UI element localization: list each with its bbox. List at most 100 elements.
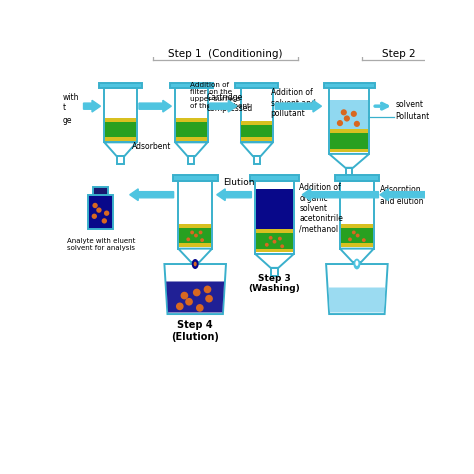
Bar (179, 243, 211, 247)
Bar (99, 83, 142, 89)
Polygon shape (178, 248, 212, 263)
Text: Cartridge
compressed: Cartridge compressed (207, 93, 253, 113)
Bar (341, 228, 373, 243)
Bar (335, 175, 379, 181)
Polygon shape (329, 154, 369, 168)
Circle shape (204, 285, 211, 293)
Text: Step 4
(Elution): Step 4 (Elution) (171, 320, 219, 342)
Bar (354, 263, 360, 270)
Text: Elution: Elution (223, 178, 255, 187)
Circle shape (273, 240, 276, 244)
Polygon shape (175, 142, 208, 156)
Circle shape (185, 298, 193, 306)
Ellipse shape (191, 259, 199, 269)
Bar (118, 156, 124, 164)
Bar (256, 248, 293, 253)
Bar (330, 129, 368, 133)
Bar (176, 121, 207, 137)
Bar (330, 148, 368, 152)
Circle shape (104, 210, 109, 216)
Circle shape (96, 208, 101, 213)
Text: Step 2: Step 2 (383, 49, 416, 59)
Text: Adsorption: Adsorption (380, 185, 421, 194)
FancyArrow shape (130, 189, 173, 201)
Bar (179, 224, 211, 228)
Bar (324, 83, 374, 89)
Text: Adsorbent: Adsorbent (132, 143, 172, 152)
Bar (329, 89, 369, 154)
FancyArrow shape (139, 100, 171, 112)
Circle shape (354, 121, 360, 127)
Circle shape (92, 203, 98, 208)
FancyArrow shape (275, 100, 321, 112)
Bar (241, 89, 273, 142)
Circle shape (269, 236, 273, 240)
Bar (173, 175, 218, 181)
Polygon shape (241, 142, 273, 156)
Circle shape (278, 237, 282, 240)
Circle shape (200, 238, 204, 242)
Bar (254, 156, 260, 164)
Bar (250, 175, 299, 181)
Ellipse shape (356, 261, 358, 266)
Circle shape (193, 289, 201, 296)
Polygon shape (328, 288, 385, 312)
Bar (188, 156, 194, 164)
FancyArrow shape (210, 100, 237, 112)
Ellipse shape (354, 259, 360, 269)
Text: Addition of
filter on the
upper surface
of the adsorbent: Addition of filter on the upper surface … (190, 82, 250, 109)
Bar (178, 181, 212, 248)
Polygon shape (104, 142, 137, 156)
Text: solvent: solvent (395, 100, 423, 109)
Polygon shape (164, 264, 226, 314)
Circle shape (186, 237, 190, 241)
Bar (255, 181, 294, 254)
Bar (330, 133, 368, 148)
Circle shape (265, 243, 269, 246)
Ellipse shape (194, 262, 197, 266)
Text: Step 3
(Washing): Step 3 (Washing) (249, 274, 301, 293)
Circle shape (344, 115, 350, 121)
Text: Addition of
organic
solvent
acetonitrile
/methanol: Addition of organic solvent acetonitrile… (299, 183, 343, 234)
Bar (256, 229, 293, 233)
Bar (88, 195, 113, 229)
Bar (235, 83, 278, 89)
Bar (256, 233, 293, 248)
FancyArrow shape (380, 189, 425, 201)
Polygon shape (255, 254, 294, 268)
Circle shape (337, 120, 343, 126)
Circle shape (176, 302, 183, 310)
Bar (241, 125, 272, 137)
Circle shape (348, 237, 352, 241)
Text: Analyte with eluent
solvent for analysis: Analyte with eluent solvent for analysis (66, 238, 135, 251)
Circle shape (352, 230, 356, 234)
Bar (341, 224, 373, 228)
Text: Pollutant: Pollutant (395, 112, 429, 121)
Bar (176, 118, 207, 121)
Circle shape (196, 304, 204, 312)
Bar (93, 187, 108, 195)
Text: Step 1  (Conditioning): Step 1 (Conditioning) (168, 49, 283, 59)
FancyArrow shape (83, 100, 100, 112)
FancyArrow shape (217, 189, 251, 201)
Bar (105, 137, 136, 141)
Polygon shape (326, 264, 388, 314)
Circle shape (205, 295, 213, 302)
Text: with
t: with t (63, 92, 79, 112)
Bar (105, 118, 136, 121)
Circle shape (91, 214, 97, 219)
Bar (241, 121, 272, 125)
FancyArrow shape (302, 189, 378, 201)
Circle shape (181, 292, 188, 300)
Bar (330, 100, 368, 129)
Text: Addition of
solvent and
pollutant: Addition of solvent and pollutant (271, 88, 316, 118)
Bar (176, 137, 207, 141)
Circle shape (199, 230, 202, 234)
Circle shape (341, 109, 347, 115)
Bar (341, 243, 373, 247)
Bar (256, 189, 293, 229)
Text: ge: ge (63, 116, 72, 125)
Bar (179, 228, 211, 243)
Circle shape (362, 238, 366, 242)
Circle shape (351, 111, 357, 117)
